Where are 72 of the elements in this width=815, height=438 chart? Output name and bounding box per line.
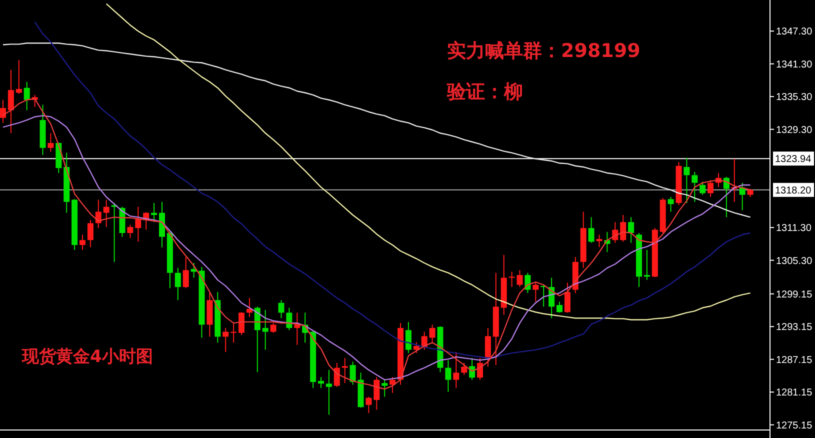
candlestick xyxy=(692,171,698,202)
candlestick xyxy=(445,360,452,392)
candlestick xyxy=(524,272,531,294)
candlestick xyxy=(484,327,491,368)
candlestick xyxy=(270,322,276,334)
candlestick xyxy=(151,202,158,223)
y-tick-label: 1335.30 xyxy=(776,92,813,104)
candlestick xyxy=(596,234,602,248)
candlestick xyxy=(103,199,110,228)
candlestick xyxy=(326,369,332,416)
ref-line-label: 1318.20 xyxy=(775,185,812,196)
candlestick xyxy=(700,181,706,196)
candlestick xyxy=(374,376,380,410)
candlestick xyxy=(111,202,118,262)
y-tick-label: 1299.15 xyxy=(776,289,813,300)
candlestick xyxy=(516,270,523,288)
candlestick xyxy=(532,282,539,302)
line-series xyxy=(2,42,751,218)
candlestick xyxy=(405,321,412,354)
candlestick xyxy=(318,376,324,388)
candlestick xyxy=(16,60,22,94)
candlestick xyxy=(588,216,594,244)
candlestick xyxy=(628,216,634,244)
candlestick xyxy=(278,300,284,319)
candlestick xyxy=(230,322,237,344)
candlestick xyxy=(508,271,515,288)
candlestick xyxy=(350,361,356,386)
y-tick-label: 1287.15 xyxy=(776,354,813,366)
candlestick xyxy=(286,307,292,331)
candlestick xyxy=(684,157,690,204)
candlestick xyxy=(461,362,468,376)
candlestick xyxy=(8,69,14,134)
candlestick xyxy=(135,206,142,242)
candlestick xyxy=(222,327,229,352)
candlestick xyxy=(556,301,562,314)
y-tick-label: 1305.30 xyxy=(776,256,813,267)
candlestick xyxy=(262,309,268,350)
y-tick-label: 1311.30 xyxy=(776,223,812,234)
candlestick xyxy=(342,357,348,384)
annotation: 实力喊单群：298199 xyxy=(447,40,640,62)
candlestick xyxy=(413,342,420,354)
candlestick xyxy=(739,182,746,211)
candlestick xyxy=(644,249,650,280)
candlestick xyxy=(174,267,181,301)
candlestick xyxy=(87,219,94,248)
y-tick-label: 1275.15 xyxy=(776,420,813,432)
text: 现货黄金4小时图 xyxy=(21,347,153,367)
candlestick xyxy=(366,396,372,414)
candlestick xyxy=(620,214,626,242)
annotation: 验证：柳 xyxy=(446,81,523,103)
candlestick xyxy=(382,379,388,398)
candlestick xyxy=(294,312,300,346)
y-tick-label: 1293.15 xyxy=(776,322,813,334)
candlestick xyxy=(238,312,244,336)
y-tick-label: 1341.30 xyxy=(776,59,813,70)
candlestick xyxy=(182,256,189,289)
candlestick xyxy=(453,351,460,388)
candlestick xyxy=(24,81,30,111)
y-tick-label: 1329.30 xyxy=(776,124,813,136)
candlestick xyxy=(668,196,674,212)
candlestick xyxy=(190,262,197,278)
candlestick xyxy=(708,180,714,198)
candlestick xyxy=(429,324,436,344)
y-tick-label: 1281.15 xyxy=(776,388,813,399)
candlestick xyxy=(127,224,134,238)
line-series xyxy=(106,3,751,320)
candlestick xyxy=(564,282,570,314)
candlestick xyxy=(0,99,6,124)
candlestick xyxy=(80,234,86,250)
candlestick xyxy=(48,132,54,152)
y-tick-label: 1347.30 xyxy=(776,26,813,38)
ref-line-label: 1323.94 xyxy=(775,154,812,166)
